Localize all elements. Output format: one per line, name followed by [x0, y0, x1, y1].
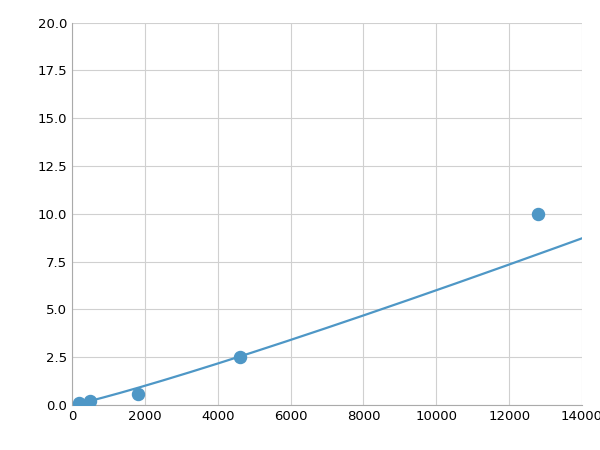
Point — [74, 400, 84, 407]
Point — [533, 210, 543, 217]
Point — [85, 398, 95, 405]
Point — [133, 390, 142, 397]
Point — [235, 354, 244, 361]
